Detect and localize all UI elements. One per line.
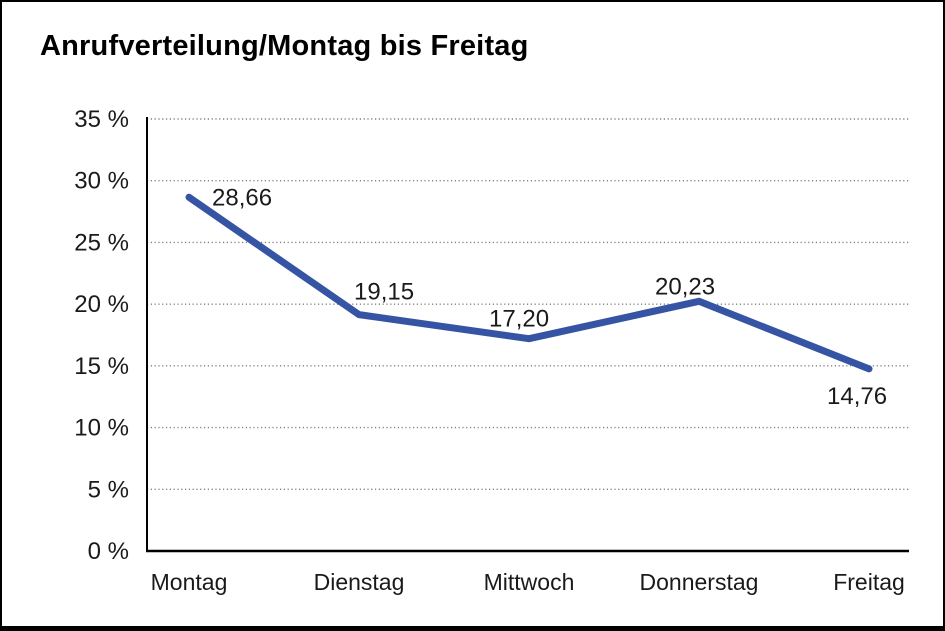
x-category-label: Dienstag xyxy=(314,569,405,595)
y-tick-label: 30 % xyxy=(74,168,129,195)
data-point-label: 17,20 xyxy=(489,306,549,333)
y-tick-label: 0 % xyxy=(88,538,129,565)
x-category-label: Mittwoch xyxy=(484,569,575,595)
y-tick-label: 5 % xyxy=(88,476,129,503)
data-point-label: 28,66 xyxy=(212,184,272,211)
data-point-label: 19,15 xyxy=(354,279,414,306)
y-tick-label: 10 % xyxy=(74,415,129,442)
y-tick-label: 20 % xyxy=(74,291,129,318)
y-tick-label: 25 % xyxy=(74,229,129,256)
y-tick-label: 15 % xyxy=(74,353,129,380)
series-line xyxy=(185,193,873,373)
chart-title: Anrufverteilung/Montag bis Freitag xyxy=(40,30,529,62)
x-category-label: Freitag xyxy=(833,569,905,595)
data-point-label: 14,76 xyxy=(827,383,887,410)
data-point-label: 20,23 xyxy=(655,273,715,300)
x-category-label: Montag xyxy=(151,569,228,595)
y-tick-label: 35 % xyxy=(74,106,129,133)
x-category-label: Donnerstag xyxy=(640,569,759,595)
